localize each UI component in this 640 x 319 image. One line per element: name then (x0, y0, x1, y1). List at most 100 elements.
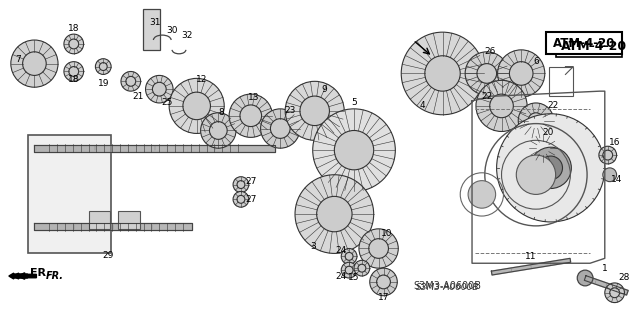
Circle shape (126, 77, 136, 86)
Text: 23: 23 (284, 106, 296, 115)
Circle shape (599, 146, 616, 164)
Circle shape (509, 62, 533, 85)
Text: 24: 24 (335, 271, 347, 280)
Circle shape (536, 141, 550, 155)
Circle shape (300, 96, 330, 126)
Circle shape (313, 109, 396, 191)
Bar (88, 211, 110, 229)
Circle shape (69, 39, 79, 49)
Text: 7: 7 (15, 55, 20, 64)
Circle shape (200, 113, 236, 148)
Text: 24: 24 (335, 246, 347, 255)
Circle shape (99, 63, 107, 70)
Circle shape (341, 249, 357, 264)
Text: 21: 21 (132, 92, 143, 100)
Circle shape (121, 71, 141, 91)
Circle shape (285, 81, 344, 140)
Text: 26: 26 (484, 47, 495, 56)
Text: 27: 27 (245, 177, 257, 186)
Text: 22: 22 (547, 101, 558, 110)
Text: 18: 18 (68, 24, 79, 33)
Text: 32: 32 (181, 31, 193, 40)
Text: 16: 16 (609, 138, 620, 147)
Text: FR.: FR. (29, 268, 50, 278)
Circle shape (359, 229, 398, 268)
Circle shape (497, 114, 605, 222)
Text: 12: 12 (196, 75, 207, 84)
Bar (546, 32, 623, 54)
FancyArrow shape (9, 273, 28, 279)
Circle shape (577, 270, 593, 286)
Circle shape (529, 134, 557, 162)
Text: 25: 25 (161, 99, 173, 108)
Circle shape (233, 191, 249, 207)
Circle shape (345, 252, 353, 260)
Circle shape (152, 82, 166, 96)
Text: ATM-4-20: ATM-4-20 (561, 41, 627, 53)
Circle shape (528, 113, 544, 129)
Text: 31: 31 (150, 18, 161, 27)
Text: ATM-4-20: ATM-4-20 (553, 37, 615, 50)
Text: 4: 4 (420, 101, 426, 110)
Circle shape (425, 56, 460, 91)
Polygon shape (35, 145, 275, 152)
Circle shape (603, 168, 616, 182)
Circle shape (401, 32, 484, 115)
Circle shape (468, 181, 495, 208)
Circle shape (497, 50, 545, 97)
Text: 27: 27 (245, 195, 257, 204)
Text: 28: 28 (619, 273, 630, 283)
Text: 10: 10 (381, 229, 392, 238)
Circle shape (369, 239, 388, 258)
Text: 29: 29 (102, 251, 114, 260)
Text: 11: 11 (525, 252, 537, 261)
Circle shape (22, 52, 46, 75)
Circle shape (237, 181, 245, 189)
Text: 8: 8 (218, 108, 224, 117)
Circle shape (516, 155, 556, 194)
Circle shape (603, 150, 612, 160)
Circle shape (11, 40, 58, 87)
Circle shape (370, 268, 397, 296)
Circle shape (229, 94, 273, 137)
Text: 22: 22 (481, 92, 492, 100)
Circle shape (358, 264, 366, 272)
Circle shape (354, 260, 370, 276)
Text: 18: 18 (68, 75, 79, 84)
Text: 1: 1 (602, 264, 607, 273)
Circle shape (377, 275, 390, 289)
Circle shape (334, 130, 374, 170)
Circle shape (610, 288, 620, 298)
Circle shape (518, 103, 554, 138)
Text: S3M3-A0600B: S3M3-A0600B (416, 283, 479, 292)
Text: 30: 30 (166, 26, 178, 35)
Circle shape (64, 34, 84, 54)
FancyArrow shape (13, 273, 36, 279)
Polygon shape (584, 276, 628, 295)
Text: S3M3-A0600B: S3M3-A0600B (413, 281, 481, 291)
Bar (28, 135, 111, 253)
Circle shape (260, 109, 300, 148)
FancyBboxPatch shape (548, 67, 573, 96)
Polygon shape (35, 223, 192, 230)
Text: 3: 3 (310, 242, 316, 251)
Circle shape (605, 283, 625, 303)
Bar (143, 9, 160, 50)
Text: 9: 9 (322, 85, 328, 94)
Circle shape (341, 262, 357, 278)
Circle shape (233, 177, 249, 192)
Text: 5: 5 (351, 99, 357, 108)
Circle shape (476, 80, 527, 131)
Circle shape (237, 196, 245, 203)
Text: 17: 17 (378, 293, 389, 302)
Text: 14: 14 (611, 175, 622, 184)
Text: 19: 19 (97, 79, 109, 88)
Circle shape (477, 63, 497, 83)
Text: FR.: FR. (46, 271, 64, 281)
Bar (118, 211, 140, 229)
Circle shape (317, 197, 352, 232)
Circle shape (295, 175, 374, 253)
Circle shape (271, 119, 290, 138)
Circle shape (169, 78, 224, 133)
Circle shape (240, 105, 262, 127)
